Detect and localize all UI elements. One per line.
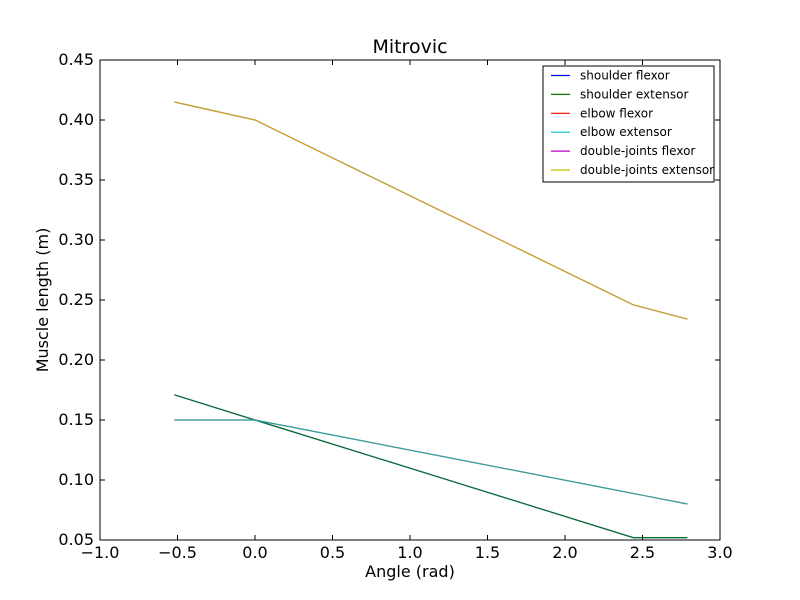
y-axis-label: Muscle length (m) (33, 228, 52, 373)
x-tick-label: 1.0 (397, 543, 422, 562)
series-line-shoulder-extensor (174, 394, 688, 539)
y-tick-label: 0.10 (58, 470, 94, 489)
chart-title: Mitrovic (372, 36, 447, 58)
legend-box (542, 65, 715, 183)
x-tick-label: −0.5 (158, 543, 197, 562)
x-tick-label: 2.0 (552, 543, 577, 562)
y-tick-label: 0.35 (58, 170, 94, 189)
y-tick-label: 0.45 (58, 50, 94, 69)
y-tick-label: 0.30 (58, 230, 94, 249)
series-line-double-joints-extensor (174, 101, 688, 320)
x-tick-label: 0.5 (320, 543, 345, 562)
y-tick-label: 0.25 (58, 290, 94, 309)
x-tick-label: 0.0 (242, 543, 267, 562)
series-line-elbow-extensor (174, 419, 688, 505)
x-tick-label: 2.5 (630, 543, 655, 562)
legend-label: shoulder extensor (580, 87, 688, 101)
y-tick-label: 0.05 (58, 530, 94, 549)
legend-label: elbow extensor (580, 125, 672, 139)
axis-ticks: −1.0 −0.5 0.0 0.5 1.0 1.5 2.0 2.5 3.0 0.05 0.10 0.1… (58, 50, 732, 562)
legend-label: elbow flexor (580, 106, 653, 120)
legend-label: double-joints extensor (580, 163, 714, 177)
y-tick-label: 0.20 (58, 350, 94, 369)
x-tick-label: 1.5 (475, 543, 500, 562)
x-tick-label: −1.0 (81, 543, 120, 562)
y-tick-label: 0.40 (58, 110, 94, 129)
x-axis-label: Angle (rad) (365, 562, 455, 581)
series-lines (174, 101, 688, 539)
legend-label: shoulder flexor (580, 69, 670, 83)
x-tick-label: 3.0 (707, 543, 732, 562)
legend-label: double-joints flexor (580, 144, 695, 158)
legend: shoulder flexor shoulder extensor elbow fl… (542, 65, 715, 183)
y-tick-label: 0.15 (58, 410, 94, 429)
